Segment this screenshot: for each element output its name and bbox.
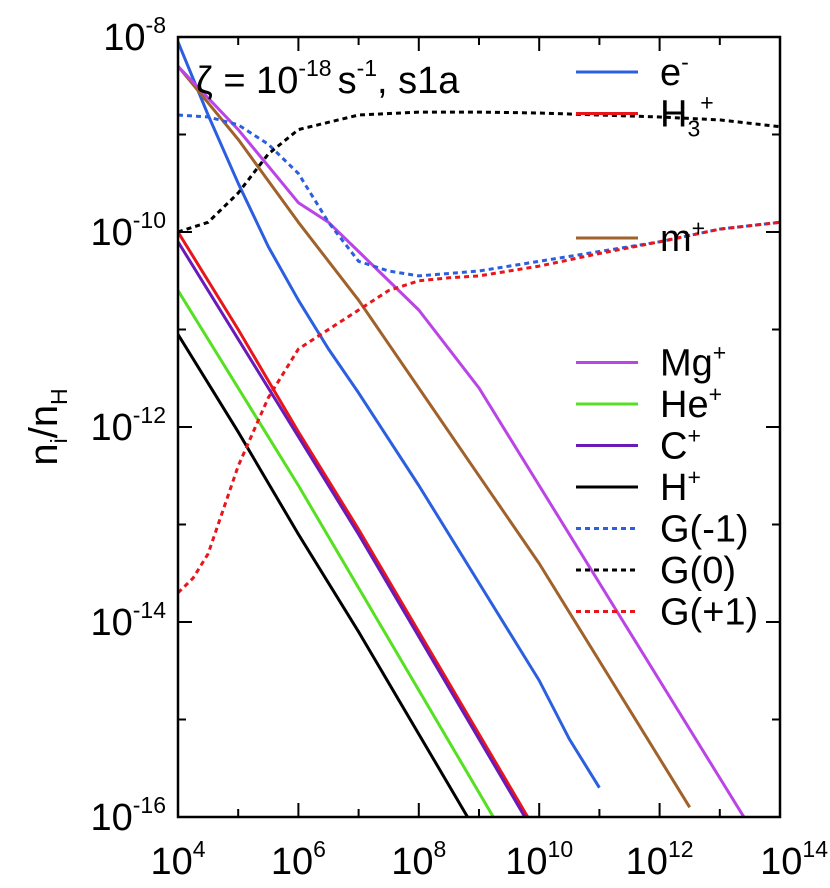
legend-label-gm1: G(-1) <box>660 509 749 551</box>
legend-label-m: m+ <box>660 215 705 260</box>
series-g0-line <box>178 110 780 234</box>
plot-frame <box>176 35 782 819</box>
legend-item-c: C+ <box>576 423 701 468</box>
series-h-line <box>178 333 470 817</box>
legend-label-he: He+ <box>660 381 722 426</box>
series-mg-line <box>178 65 746 817</box>
y-label-sub-i: i <box>46 438 72 443</box>
series-m-line <box>178 65 691 809</box>
legend-label-h: H+ <box>660 464 701 509</box>
legend-label-h3: H3+ <box>660 90 714 142</box>
legend-item-he: He+ <box>576 381 722 426</box>
legend-label-g0: G(0) <box>660 550 736 592</box>
legend-item-m: m+ <box>576 215 705 260</box>
y-tick-label: 10-14 <box>90 597 166 644</box>
legend-item-e: e- <box>576 49 689 94</box>
y-tick-label: 10-10 <box>90 207 166 254</box>
legend-item-gm1: G(-1) <box>576 509 749 551</box>
x-tick-label: 1010 <box>505 836 573 883</box>
legend-label-gp1: G(+1) <box>660 592 758 634</box>
y-label-sub-h: H <box>46 388 72 405</box>
series-gm1-line <box>178 113 780 278</box>
chart-title: ζ = 10-18 s-1, s1a <box>196 55 460 102</box>
series-h3-line <box>178 231 530 817</box>
x-tick-label: 106 <box>271 836 326 883</box>
svg-text:ni/nH: ni/nH <box>22 388 72 465</box>
x-tick-label: 1012 <box>626 836 694 883</box>
y-tick-label: 10-12 <box>90 402 166 449</box>
x-axis: 104 106 108 1010 1012 1014 <box>150 836 828 883</box>
series-layer <box>178 41 780 817</box>
legend-item-h3: H3+ <box>576 90 714 142</box>
series-e-line <box>178 41 601 789</box>
legend-label-e: e- <box>660 49 689 94</box>
y-axis: 10-8 10-10 10-12 10-14 10-16 <box>90 12 166 839</box>
y-label-slash: /n <box>22 405 66 438</box>
legend-item-mg: Mg+ <box>576 340 726 385</box>
y-axis-label: ni/nH <box>22 388 72 465</box>
x-tick-label: 104 <box>150 836 205 883</box>
y-tick-label: 10-16 <box>90 792 166 839</box>
legend-item-h: H+ <box>576 464 701 509</box>
y-label-n: n <box>22 443 66 465</box>
x-tick-label: 1014 <box>760 836 828 883</box>
x-tick-label: 108 <box>391 836 446 883</box>
series-c-line <box>178 241 527 817</box>
legend-item-gp1: G(+1) <box>576 592 758 634</box>
legend: e-H3+ m+ Mg+He+C+H+G(-1)G(0)G(+1) <box>576 49 758 634</box>
legend-label-mg: Mg+ <box>660 340 726 385</box>
y-tick-label: 10-8 <box>103 12 166 59</box>
series-gp1-line <box>178 220 780 594</box>
series-he-line <box>178 289 496 817</box>
legend-item-g0: G(0) <box>576 550 736 592</box>
legend-label-c: C+ <box>660 423 701 468</box>
